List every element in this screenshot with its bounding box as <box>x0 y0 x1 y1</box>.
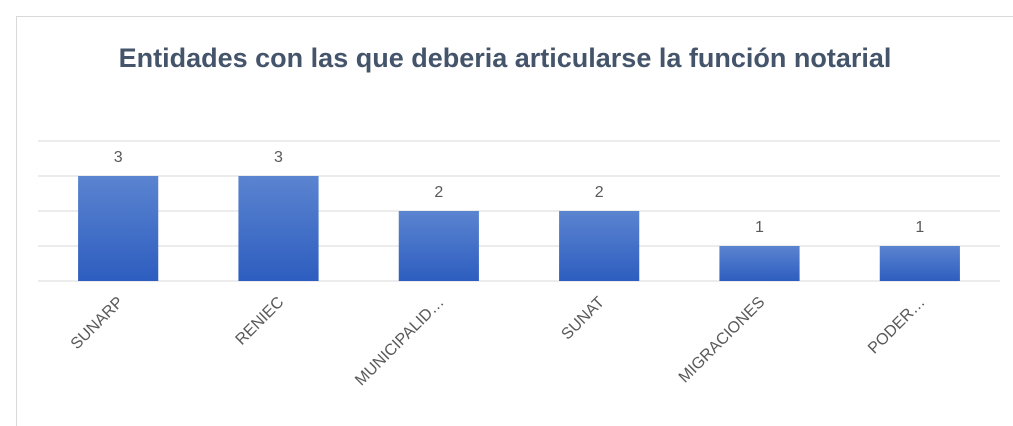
data-label: 2 <box>595 184 604 201</box>
bar <box>78 176 159 281</box>
data-label: 3 <box>114 149 123 166</box>
x-tick-label: SUNAT <box>558 294 608 344</box>
x-tick-label: SUNARP <box>68 294 127 353</box>
data-label: 1 <box>755 219 764 236</box>
bar <box>398 211 479 281</box>
data-label: 3 <box>274 149 283 166</box>
bar <box>238 176 319 281</box>
data-label: 2 <box>434 184 443 201</box>
bar <box>879 246 960 281</box>
chart-title: Entidades con las que deberia articulars… <box>118 43 892 73</box>
x-tick-label: MIGRACIONES <box>676 294 768 386</box>
x-tick-label: MUNICIPALID… <box>352 294 447 389</box>
data-label: 1 <box>915 219 924 236</box>
x-tick-label: RENIEC <box>233 294 288 349</box>
chart-frame <box>16 16 1013 426</box>
bar <box>719 246 800 281</box>
x-tick-label: PODER… <box>865 294 929 358</box>
bar <box>559 211 640 281</box>
